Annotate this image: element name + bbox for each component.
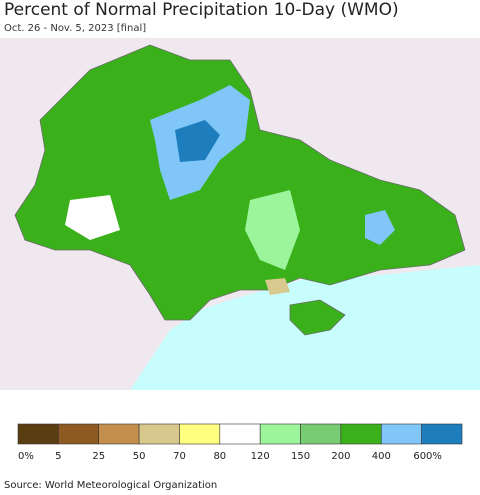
legend-label: 120 <box>251 451 270 462</box>
legend-label: 0% <box>18 451 34 462</box>
moderate-area <box>245 190 300 270</box>
legend-label: 600% <box>413 451 442 462</box>
legend: 0% 5 25 50 70 80 120 150 200 400 600% <box>17 423 463 462</box>
legend-label: 25 <box>92 451 105 462</box>
title: Percent of Normal Precipitation 10-Day (… <box>4 0 399 20</box>
legend-label: 150 <box>291 451 310 462</box>
legend-swatch <box>380 423 422 445</box>
legend-label: 5 <box>55 451 61 462</box>
legend-swatch <box>58 423 100 445</box>
normal-area <box>65 195 120 240</box>
legend-label: 70 <box>173 451 186 462</box>
legend-swatch <box>17 423 59 445</box>
crimea <box>289 299 346 336</box>
legend-swatch <box>138 423 180 445</box>
legend-swatch <box>340 423 382 445</box>
legend-swatch <box>219 423 261 445</box>
legend-swatch <box>259 423 301 445</box>
subtitle: Oct. 26 - Nov. 5, 2023 [final] <box>4 23 147 34</box>
legend-label: 200 <box>331 451 350 462</box>
very-wet-area <box>175 120 220 162</box>
dry-area <box>265 278 290 295</box>
legend-label: 400 <box>372 451 391 462</box>
source: Source: World Meteorological Organizatio… <box>4 480 218 491</box>
legend-label: 50 <box>133 451 146 462</box>
wet-area <box>365 210 395 245</box>
legend-swatch <box>300 423 342 445</box>
region <box>14 44 466 321</box>
legend-swatch <box>98 423 140 445</box>
legend-swatch <box>179 423 221 445</box>
legend-label: 80 <box>213 451 226 462</box>
legend-swatch <box>421 423 463 445</box>
